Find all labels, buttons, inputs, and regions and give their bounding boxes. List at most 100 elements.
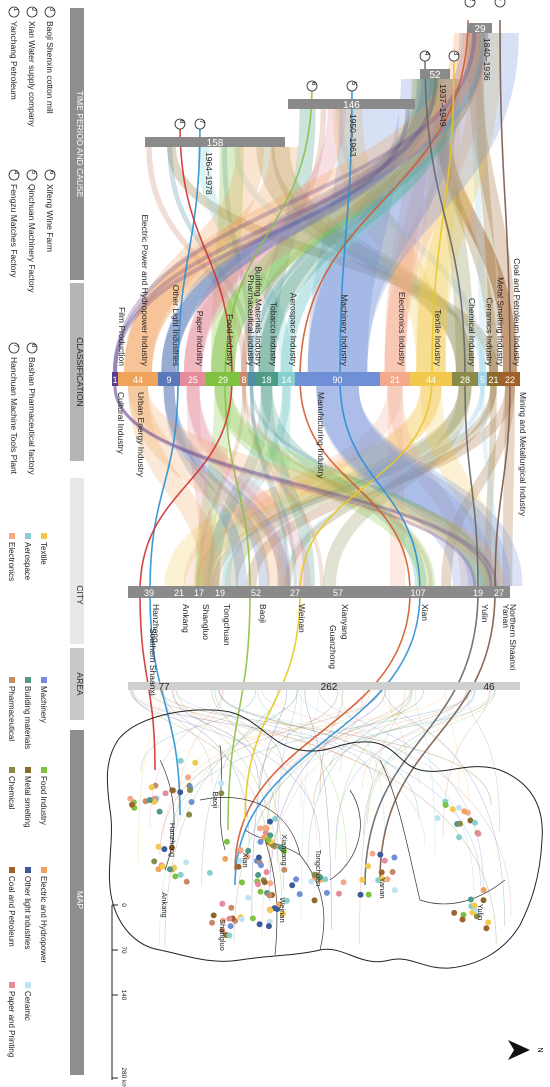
case-label: Xian Water supply company [27, 21, 37, 127]
flow-ribbon [186, 385, 311, 587]
period-bar [468, 23, 492, 33]
heritage-site-dot [265, 923, 272, 930]
flow-ribbon [249, 385, 494, 587]
heritage-site-dot [266, 892, 273, 899]
industry-label: Tobacco Industry [269, 302, 279, 367]
case-number-badge [44, 6, 56, 18]
map-city-label: Shangluo [218, 919, 227, 951]
heritage-site-dot [391, 854, 398, 861]
flow-ribbon [241, 108, 327, 373]
case-lines: 1 2 3 4 5 6 7 8 [139, 0, 511, 886]
flow-ribbon [222, 385, 291, 587]
industry-label: Food Industry [225, 314, 235, 367]
category-label: Pharmaceutical [7, 686, 16, 741]
area-bar: 46 262 77 Northern Shaanxi Guanzhong Southern… [128, 604, 520, 696]
flow-ribbon [387, 385, 476, 587]
period-label: 1840–1936 [482, 38, 492, 81]
flow-ribbon [387, 385, 406, 587]
case-number: 2 [30, 8, 37, 12]
macro-label: Manufacturing Industry [316, 392, 326, 479]
heritage-site-dot [238, 916, 245, 923]
city-segment [230, 586, 282, 598]
flow-ribbon [242, 385, 433, 587]
heritage-site-dot [449, 806, 456, 813]
heritage-site-dot [317, 874, 324, 881]
heritage-site-dot [267, 818, 273, 825]
heritage-site-dot [206, 869, 213, 876]
period-bar [288, 99, 415, 109]
shaanxi-map: Yulin Yanan Tongchuan Weinan Xianyang Xian Bao… [106, 709, 543, 969]
flow-thread [300, 689, 319, 920]
industry-segment [158, 372, 180, 386]
industry-segment [248, 372, 255, 386]
period-bars: 29 1840–1936 52 1937–1949 146 1950–1963 158 196… [145, 23, 492, 195]
flow-ribbon [222, 146, 254, 373]
flow-ribbon [335, 108, 486, 373]
heritage-site-dot [177, 871, 184, 878]
heritage-site-dot [255, 872, 262, 878]
area-segment [128, 682, 200, 690]
flow-ribbon [433, 78, 475, 373]
heritage-site-dot [457, 820, 463, 827]
heritage-site-dot [265, 836, 272, 843]
area-label: Northern Shaanxi [508, 604, 518, 670]
scale-tick-label: 70 [120, 946, 127, 954]
flow-ribbon [186, 385, 215, 587]
case-label: Hanchuan Machine Tools Plant [9, 357, 19, 475]
flow-ribbon [249, 78, 435, 373]
flow-ribbon [163, 385, 247, 587]
heritage-site-dot [218, 790, 225, 797]
flow-thread [258, 689, 339, 790]
case-number: 3 [452, 52, 459, 56]
heritage-site-dot [322, 876, 329, 883]
heritage-site-dot [461, 808, 468, 815]
case-number-badge [26, 6, 38, 18]
heritage-site-dot [442, 802, 449, 808]
city-segment [170, 586, 188, 598]
flow-thread [218, 689, 419, 819]
flow-thread [414, 689, 436, 856]
flow-ribbon [112, 108, 410, 373]
heritage-site-dot [226, 932, 233, 939]
category-swatch [25, 867, 31, 873]
map-city-label: Ankang [160, 892, 169, 917]
industry-label: Coal and Petroleum Industry [512, 258, 522, 366]
heritage-site-dot [391, 887, 398, 894]
flow-thread [132, 689, 271, 872]
industry-segment [452, 372, 478, 386]
industry-count: 25 [188, 375, 198, 385]
category-swatch [9, 982, 15, 988]
case-number: 6 [310, 82, 317, 86]
flow-thread [388, 689, 407, 763]
flow-ribbon [113, 385, 477, 587]
flow-ribbon [192, 385, 442, 587]
category-swatch [25, 677, 31, 683]
macro-labels: Mining and Metallurgical Industry Manufac… [116, 392, 528, 517]
period-count: 52 [429, 70, 441, 81]
heritage-site-dot [357, 891, 364, 898]
heritage-site-dot [258, 862, 264, 869]
industry-count: 14 [281, 375, 291, 385]
flow-ribbons [112, 32, 523, 949]
industry-count: 22 [505, 375, 515, 385]
category-label: Building materials [23, 686, 32, 749]
flow-ribbon [256, 146, 475, 373]
macro-label: Urban Energy Industry [136, 392, 146, 478]
industry-count: 21 [488, 375, 498, 385]
flow-ribbon [164, 385, 442, 587]
period-bar [145, 137, 285, 147]
area-label: Guanzhong [328, 625, 338, 669]
case-route-line [364, 55, 479, 886]
heritage-site-dot [289, 882, 296, 889]
case-number: 1 [12, 8, 19, 12]
flow-thread [140, 689, 256, 772]
city-segment [210, 586, 230, 598]
heritage-site-dot [183, 859, 190, 866]
city-segment [308, 586, 368, 598]
heritage-site-dot [148, 784, 155, 791]
category-swatch [41, 867, 47, 873]
section-area-label: AREA [75, 672, 85, 695]
flow-thread [131, 689, 372, 779]
industry-count: 29 [218, 375, 228, 385]
industry-label: Textile Industry [433, 309, 443, 366]
